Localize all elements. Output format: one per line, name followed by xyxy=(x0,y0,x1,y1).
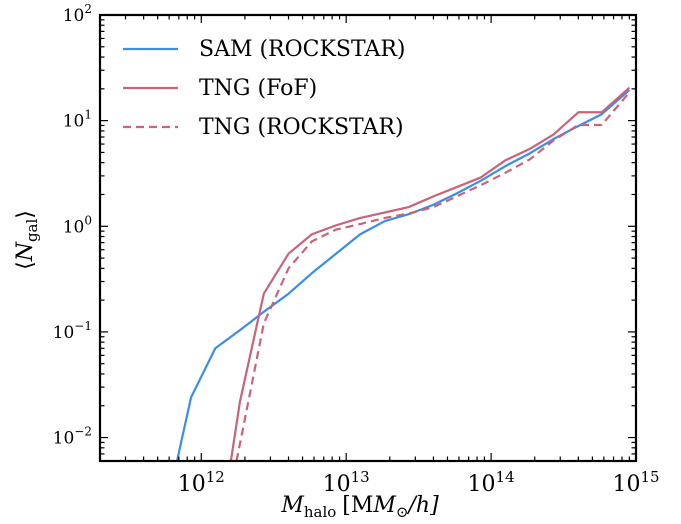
y-axis-label-subscript: gal xyxy=(23,219,41,243)
y-tick-label: 100 xyxy=(63,213,92,237)
x-tick-label: 1015 xyxy=(612,468,659,497)
x-axis-label: Mhalo [MM⊙/h] xyxy=(280,493,439,521)
y-tick-label: 10−1 xyxy=(53,319,92,343)
y-tick-label: 10−2 xyxy=(53,425,92,449)
plot-frame xyxy=(98,13,638,463)
series-line-2 xyxy=(235,91,631,461)
x-tick-label: 1012 xyxy=(178,468,225,497)
tick-layer xyxy=(99,14,637,462)
series-layer xyxy=(175,86,631,461)
legend-label: SAM (ROCKSTAR) xyxy=(199,37,406,62)
x-tick-label: 1014 xyxy=(468,468,515,497)
x-axis-label-subscript: halo xyxy=(304,503,336,521)
legend-label: TNG (FoF) xyxy=(199,76,317,101)
y-axis-label-close: ⟩ xyxy=(13,210,38,219)
series-line-1 xyxy=(229,86,631,461)
x-axis-label-units-end: /h] xyxy=(407,493,440,518)
legend: SAM (ROCKSTAR) TNG (FoF) TNG (ROCKSTAR) xyxy=(123,37,406,140)
series-line-0 xyxy=(175,89,631,461)
x-axis-label-units-subscript: ⊙ xyxy=(396,503,409,521)
y-axis-label-open: ⟨ xyxy=(13,261,38,270)
y-tick-label: 102 xyxy=(63,2,92,26)
x-axis-label-units-symbol: M xyxy=(372,493,396,518)
y-axis-label: ⟨Ngal⟩ xyxy=(13,210,41,270)
x-axis-label-units: [M xyxy=(342,493,373,518)
legend-label: TNG (ROCKSTAR) xyxy=(199,115,404,140)
y-axis-label-symbol: N xyxy=(13,241,38,262)
y-tick-label: 101 xyxy=(63,108,92,132)
x-axis-label-symbol: M xyxy=(280,493,304,518)
x-tick-label: 1013 xyxy=(323,468,370,497)
